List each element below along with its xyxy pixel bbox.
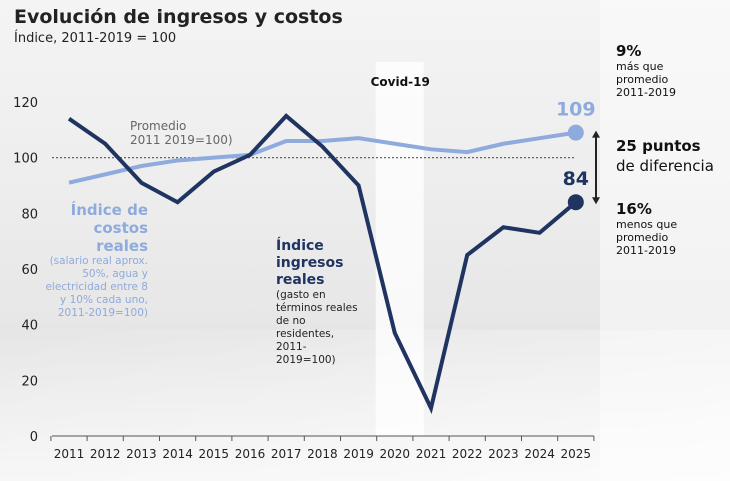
x-tick-label: 2025 [561, 447, 592, 461]
top-desc: más que promedio 2011-2019 [616, 60, 676, 99]
bottom-annotation: 16% menos que promedio 2011-2019 [616, 200, 696, 257]
x-tick-label: 2017 [271, 447, 302, 461]
data-point [567, 124, 584, 141]
reference-label-line2: 2011 2019=100) [130, 133, 233, 147]
chart-subtitle: Índice, 2011-2019 = 100 [14, 31, 177, 46]
x-tick-label: 2011 [54, 447, 85, 461]
background-bed [0, 330, 730, 481]
background-window [600, 0, 730, 481]
x-tick-label: 2013 [126, 447, 157, 461]
reference-label-line1: Promedio [130, 119, 186, 133]
end-label-costs: 109 [556, 99, 596, 121]
income-desc: (gasto en términos reales de no resident… [276, 289, 358, 366]
x-tick-label: 2022 [452, 447, 483, 461]
data-point [567, 194, 584, 211]
y-tick-label: 80 [21, 207, 38, 222]
gap-arrow-head-down [592, 197, 600, 205]
x-tick-label: 2018 [307, 447, 338, 461]
x-tick-label: 2012 [90, 447, 121, 461]
costs-desc: (salario real aprox. 50%, agua y electri… [45, 255, 148, 319]
x-tick-label: 2021 [416, 447, 447, 461]
x-tick-label: 2014 [162, 447, 193, 461]
x-tick-label: 2020 [380, 447, 411, 461]
bottom-desc: menos que promedio 2011-2019 [616, 218, 678, 257]
gap-arrow-head-up [592, 130, 600, 138]
gap-bold: 25 puntos [616, 137, 701, 155]
income-annotation: Índice ingresos reales (gasto en término… [276, 238, 366, 367]
x-tick-label: 2019 [343, 447, 374, 461]
y-tick-label: 60 [21, 263, 38, 278]
x-tick-label: 2016 [235, 447, 266, 461]
top-annotation: 9% más que promedio 2011-2019 [616, 42, 716, 99]
costs-annotation: Índice de costos reales (salario real ap… [40, 201, 148, 320]
x-tick-label: 2015 [199, 447, 230, 461]
gap-rest: de diferencia [616, 157, 714, 175]
top-pct: 9% [616, 42, 642, 60]
chart-title: Evolución de ingresos y costos [14, 6, 343, 28]
y-tick-label: 20 [21, 374, 38, 389]
y-tick-label: 100 [13, 152, 38, 167]
end-label-income: 84 [563, 168, 589, 190]
y-tick-label: 0 [30, 430, 38, 445]
gap-annotation: 25 puntos de diferencia [616, 136, 714, 176]
covid-label: Covid-19 [371, 75, 430, 89]
income-title: Índice ingresos reales [276, 238, 344, 288]
bottom-pct: 16% [616, 200, 652, 218]
x-tick-label: 2023 [488, 447, 519, 461]
y-tick-label: 40 [21, 319, 38, 334]
series-line-costs [68, 130, 577, 185]
series-line-income [67, 113, 578, 415]
costs-title: Índice de costos reales [70, 201, 148, 255]
y-tick-label: 120 [13, 96, 38, 111]
x-tick-label: 2024 [524, 447, 555, 461]
